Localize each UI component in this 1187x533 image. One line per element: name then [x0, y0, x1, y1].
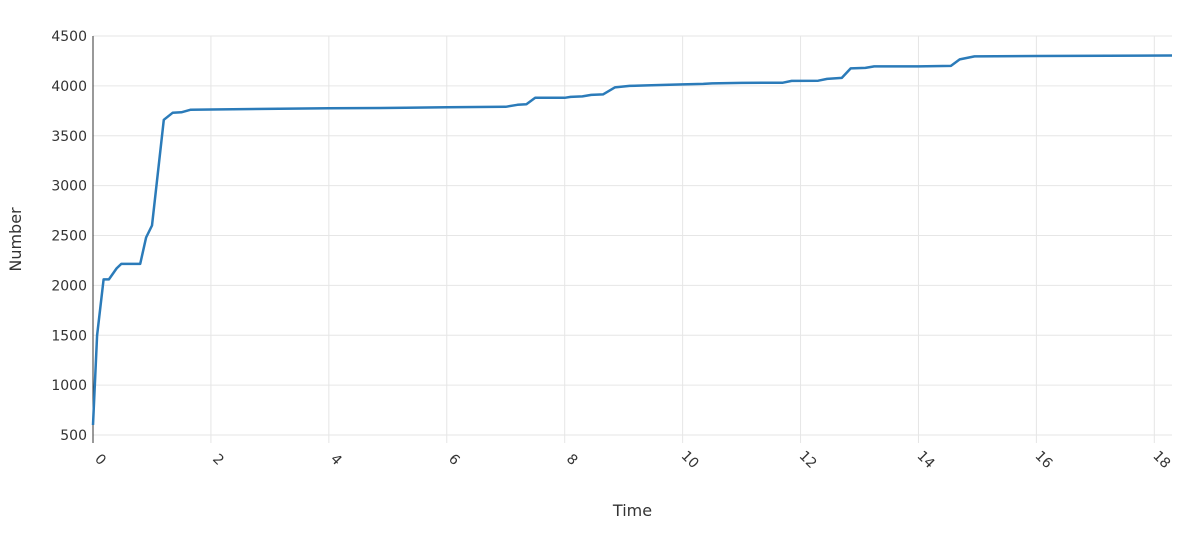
- x-tick-label: 0: [91, 451, 109, 469]
- y-tick-label: 4500: [51, 29, 87, 45]
- series-line: [91, 54, 1173, 426]
- y-axis-title: Number: [6, 207, 25, 272]
- x-tick-label: 4: [327, 451, 345, 469]
- x-tick-label: 12: [796, 448, 820, 472]
- y-tick-label: 2500: [51, 229, 87, 245]
- x-tick-label: 6: [445, 451, 463, 469]
- y-tick-label: 500: [60, 428, 87, 444]
- x-tick-label: 8: [563, 451, 581, 469]
- y-tick-label: 3500: [51, 129, 87, 145]
- x-axis-title: Time: [612, 501, 652, 520]
- x-tick-label: 14: [914, 448, 938, 472]
- x-tick-label: 16: [1031, 448, 1055, 472]
- y-tick-label: 1000: [51, 378, 87, 394]
- y-gridlines: [93, 35, 1172, 436]
- y-tick-label: 3000: [51, 179, 87, 195]
- y-axis-tick-labels: 500 1000 1500 2000 2500 3000 3500 4000 4500: [51, 29, 87, 444]
- x-gridlines: [210, 36, 1155, 443]
- y-tick-label: 2000: [51, 278, 87, 294]
- x-tick-label: 18: [1149, 448, 1173, 472]
- y-tick-label: 1500: [51, 328, 87, 344]
- x-tick-label: 2: [209, 451, 227, 469]
- y-tick-label: 4000: [51, 79, 87, 95]
- x-tick-label: 10: [678, 448, 702, 472]
- x-axis-tick-labels: 0 2 4 6 8 10 12 14 16 18: [91, 448, 1173, 472]
